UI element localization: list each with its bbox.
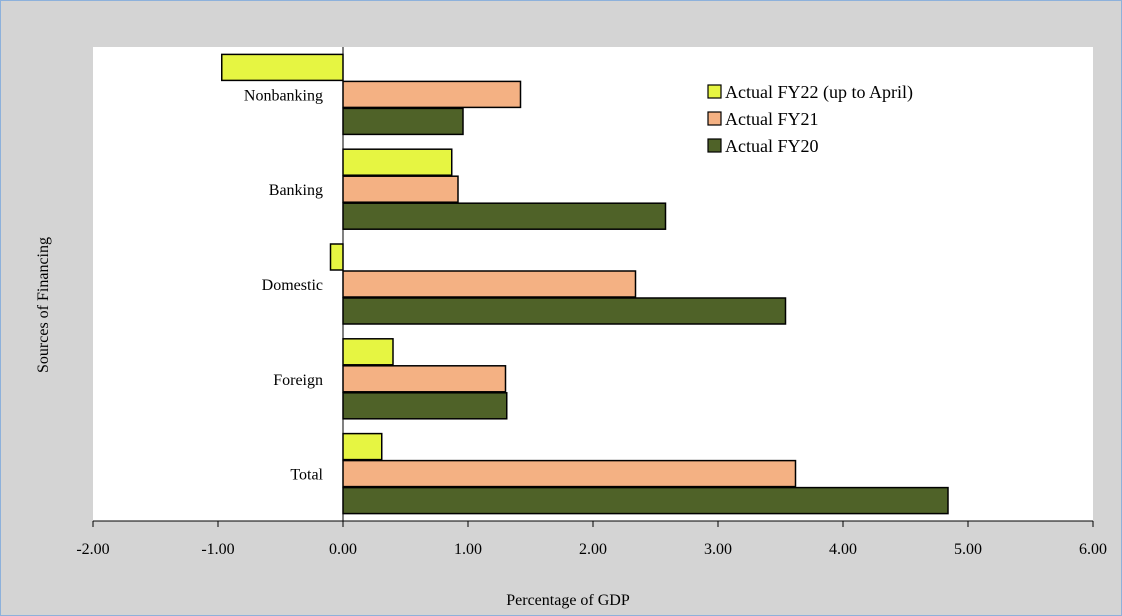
legend: Actual FY22 (up to April) Actual FY21 Actu… [707,82,913,156]
bar-domestic-1 [329,243,344,271]
bar-nonbanking-2 [342,80,522,109]
legend-swatch [707,138,722,153]
x-axis-label: Percentage of GDP [506,592,630,609]
x-ticks-group: -2.00 -1.00 0.00 1.00 2.00 3.00 4.00 5.00 6.00 [76,521,1107,558]
x-tick-label: 4.00 [829,541,857,558]
x-tick-label: 5.00 [954,541,982,558]
bar-banking-3 [342,202,667,230]
x-tick-label: 0.00 [329,541,357,558]
legend-swatch [707,111,722,126]
y-axis-label: Sources of Financing [35,237,52,373]
category-label: Foreign [273,372,323,389]
legend-swatch [707,84,722,99]
x-tick-label: 3.00 [704,541,732,558]
bar-domestic-2 [342,270,637,298]
legend-label: Actual FY22 (up to April) [725,82,913,103]
x-tick-label: -2.00 [76,541,109,558]
x-tick-label: 6.00 [1079,541,1107,558]
bar-foreign-2 [342,365,507,393]
bar-total-2 [342,459,797,488]
x-tick-label: 2.00 [579,541,607,558]
bar-total-3 [342,486,949,515]
bar-nonbanking-1 [221,53,344,82]
category-label: Nonbanking [244,87,323,104]
x-tick-label: -1.00 [201,541,234,558]
bar-domestic-3 [342,297,787,325]
bar-banking-1 [342,148,453,176]
category-label: Domestic [262,277,323,294]
bar-nonbanking-3 [342,107,464,136]
bar-banking-2 [342,175,459,203]
category-label: Banking [269,182,323,199]
x-tick-label: 1.00 [454,541,482,558]
bar-foreign-3 [342,392,508,420]
bar-total-1 [342,432,383,461]
bar-foreign-1 [342,338,394,366]
legend-label: Actual FY20 [725,136,819,156]
bars-group [221,53,949,515]
category-labels-group: Nonbanking Banking Domestic Foreign Total [244,87,324,483]
category-label: Total [290,467,323,484]
legend-label: Actual FY21 [725,109,819,129]
